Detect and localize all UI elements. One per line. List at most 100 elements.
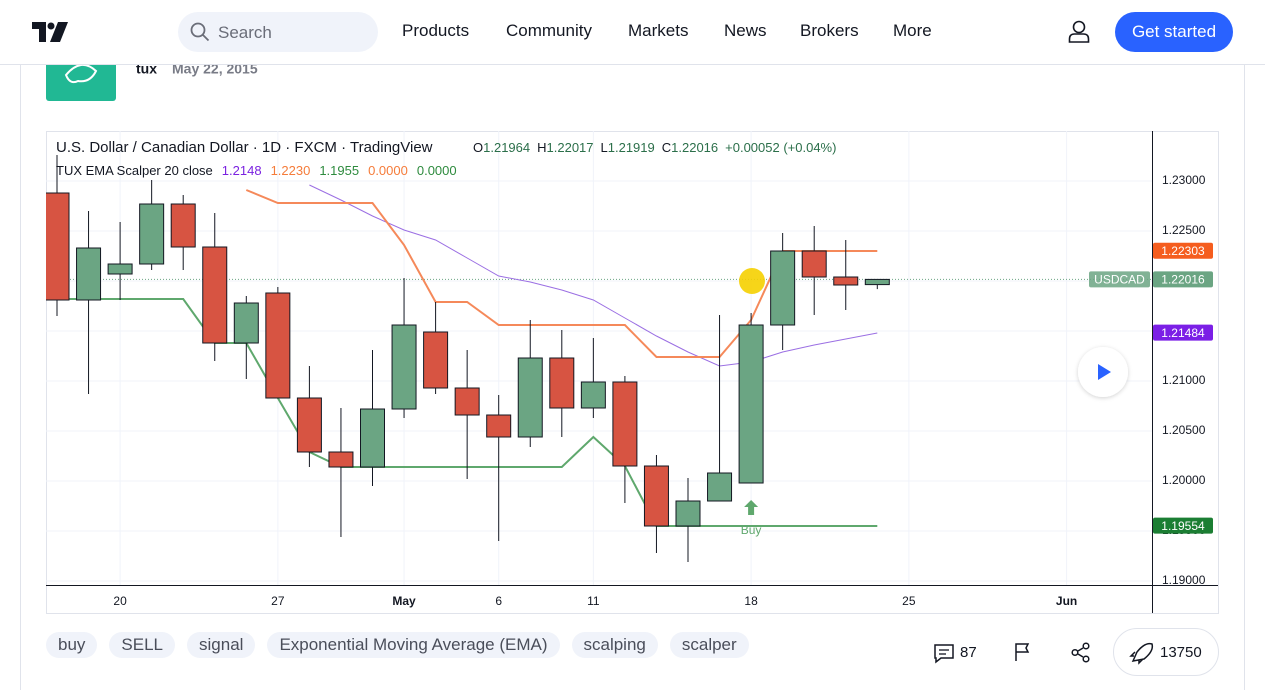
play-icon	[1098, 364, 1111, 380]
ohlc-key: L	[601, 140, 608, 155]
indicator-line	[309, 184, 878, 367]
candle-body	[486, 414, 512, 438]
candle-body	[864, 278, 890, 286]
indicator-value: 1.2148	[222, 163, 262, 178]
rocket-icon	[1129, 642, 1154, 665]
candle-body	[770, 250, 796, 326]
price-tag	[1153, 271, 1213, 288]
indicator-value: 0.0000	[417, 163, 457, 178]
x-tick-label: May	[392, 594, 416, 608]
share-button[interactable]	[1071, 642, 1090, 663]
ohlc-value: 1.22016	[671, 140, 718, 155]
price-tag	[1153, 517, 1213, 534]
candle-body	[643, 465, 669, 527]
price-tag	[1153, 242, 1213, 259]
x-tick-label: 11	[587, 594, 600, 608]
x-tick-label: 25	[902, 594, 916, 608]
candle-body	[707, 472, 733, 502]
price-tag-label: 1.22016	[1161, 273, 1205, 287]
chart-title: U.S. Dollar / Canadian Dollar · 1D · FXC…	[56, 139, 433, 156]
nav-link[interactable]: News	[724, 21, 767, 40]
y-tick-label: 1.20000	[1162, 473, 1206, 487]
candle-body	[612, 381, 638, 467]
ohlc-value: 1.21964	[483, 140, 530, 155]
candle-body	[202, 246, 228, 344]
logo[interactable]	[32, 22, 68, 42]
x-tick-label: 20	[113, 594, 127, 608]
x-tick-label: 6	[495, 594, 502, 608]
candle-body	[296, 397, 322, 453]
ohlc-key: C	[662, 140, 671, 155]
nav-link[interactable]: Markets	[628, 21, 689, 40]
tag[interactable]: SELL	[109, 632, 176, 658]
candle-body	[454, 387, 480, 416]
candle-body	[139, 203, 165, 265]
y-tick-label: 1.20500	[1162, 423, 1206, 437]
ohlc-value: 1.22017	[547, 140, 594, 155]
nav-link[interactable]: Brokers	[800, 21, 859, 40]
comments-button[interactable]	[934, 644, 954, 664]
price-tag-label: 1.22303	[1161, 244, 1205, 258]
indicator-value: 0.0000	[368, 163, 408, 178]
x-tick-label: 18	[744, 594, 758, 608]
user-icon[interactable]	[1068, 20, 1090, 44]
nav-link[interactable]: Community	[506, 21, 592, 40]
ohlc-legend: O1.21964 H1.22017 L1.21919 C1.22016 +0.00052…	[473, 140, 836, 155]
candle-body	[423, 331, 449, 389]
tag-list: buy SELL signal Exponential Moving Average …	[46, 632, 749, 658]
ohlc-key: H	[537, 140, 546, 155]
candle-body	[328, 451, 354, 468]
report-button[interactable]	[1015, 643, 1030, 661]
avatar-art	[64, 64, 98, 84]
candle-body	[360, 408, 385, 468]
nav-bar: Search Products Community Markets News B…	[0, 0, 1265, 65]
candle-body	[833, 276, 859, 286]
candle-body	[265, 292, 291, 399]
y-tick-label: 1.19000	[1162, 573, 1206, 587]
tag[interactable]: signal	[187, 632, 256, 658]
nav-link[interactable]: More	[893, 21, 932, 40]
nav-link[interactable]: Products	[402, 21, 470, 40]
ohlc-value: 1.21919	[608, 140, 655, 155]
symbol-tag	[1089, 271, 1150, 288]
candle-body	[580, 381, 606, 409]
x-tick-label: 27	[271, 594, 285, 608]
candle-body	[170, 203, 196, 248]
y-tick-label: 1.22500	[1162, 223, 1206, 237]
signal-label: Buy	[741, 523, 762, 537]
tag[interactable]: Exponential Moving Average (EMA)	[267, 632, 560, 658]
candle-body	[738, 324, 764, 484]
change: +0.00052 (+0.04%)	[725, 140, 836, 155]
boost-count: 13750	[1160, 644, 1202, 661]
candle-body	[233, 302, 259, 344]
indicator-value: 1.1955	[319, 163, 359, 178]
comment-count: 87	[960, 644, 977, 661]
search-icon	[190, 22, 210, 42]
get-started-button[interactable]: Get started	[1115, 12, 1233, 52]
tag[interactable]: scalper	[669, 632, 749, 658]
x-tick-label: Jun	[1056, 594, 1077, 608]
candle-body	[46, 192, 70, 301]
y-tick-label: 1.21000	[1162, 373, 1206, 387]
candle-body	[107, 263, 133, 275]
candle-body	[801, 250, 827, 278]
tag[interactable]: scalping	[571, 632, 658, 658]
alert-dot	[739, 268, 765, 294]
chart-frame	[46, 131, 1219, 614]
candle-body	[675, 500, 701, 527]
candle-body	[76, 247, 102, 301]
price-tag	[1153, 324, 1213, 341]
indicator-legend: TUX EMA Scalper 20 close 1.2148 1.2230 1.19…	[56, 163, 457, 178]
tag[interactable]: buy	[46, 632, 98, 658]
indicator-title: TUX EMA Scalper 20 close	[56, 163, 213, 178]
buy-arrow	[744, 500, 759, 515]
price-tag-label: 1.21484	[1161, 326, 1205, 340]
price-tag-label: 1.19554	[1161, 519, 1205, 533]
candle-body	[549, 357, 575, 409]
boost-button[interactable]	[1113, 628, 1219, 676]
candle-body	[517, 357, 543, 438]
search-box[interactable]: Search	[178, 12, 378, 52]
ohlc-key: O	[473, 140, 483, 155]
